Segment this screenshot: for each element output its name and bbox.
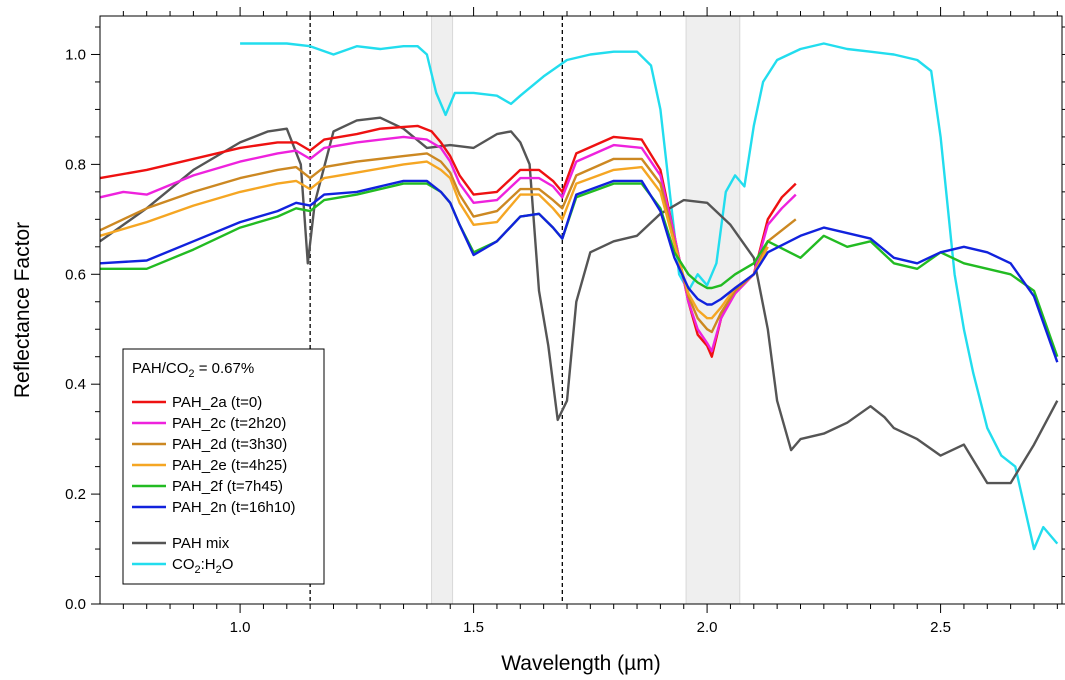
series-line-0 <box>99 124 797 358</box>
plot-frame <box>99 15 1063 605</box>
legend-label-7: CO2:H2O <box>172 556 233 576</box>
legend: PAH/CO2 = 0.67% PAH_2a (t=0) PAH_2c (t=2h2… <box>122 348 325 585</box>
series-line-4 <box>100 182 1059 358</box>
y-tick-label: 1.0 <box>65 46 86 63</box>
x-tick-label: 1.0 <box>230 619 251 636</box>
legend-label-0: PAH_2a (t=0) <box>172 394 262 411</box>
series-line-5 <box>99 179 1059 363</box>
x-tick-label: 1.5 <box>463 619 484 636</box>
shaded-bands <box>431 15 741 605</box>
series-line-2 <box>99 152 797 334</box>
legend-label-4: PAH_2f (t=7h45) <box>172 478 283 495</box>
x-axis-ticks: 1.0 1.5 2.0 2.5 <box>122 7 1058 636</box>
y-tick-label: 0.0 <box>65 596 86 613</box>
series-line-3 <box>99 160 769 320</box>
legend-label-2: PAH_2d (t=3h30) <box>172 436 287 453</box>
series-line-1 <box>99 135 797 353</box>
legend-label-3: PAH_2e (t=4h25) <box>172 457 287 474</box>
y-tick-label: 0.6 <box>65 266 86 283</box>
y-tick-label: 0.8 <box>65 156 86 173</box>
legend-title: PAH/CO2 = 0.67% <box>132 360 254 380</box>
legend-label-1: PAH_2c (t=2h20) <box>172 415 286 432</box>
x-tick-label: 2.5 <box>930 619 951 636</box>
y-tick-label: 0.4 <box>65 376 86 393</box>
y-tick-label: 0.2 <box>65 486 86 503</box>
x-axis-label: Wavelength (µm) <box>501 652 661 675</box>
legend-label-6: PAH mix <box>172 535 230 552</box>
series-layer <box>99 42 1059 551</box>
y-axis-label: Reflectance Factor <box>11 222 34 398</box>
y-axis-ticks: 0.0 0.2 0.4 0.6 0.8 1.0 <box>65 26 1065 613</box>
legend-label-5: PAH_2n (t=16h10) <box>172 499 296 516</box>
legend-box <box>122 348 325 585</box>
x-tick-label: 2.0 <box>697 619 718 636</box>
